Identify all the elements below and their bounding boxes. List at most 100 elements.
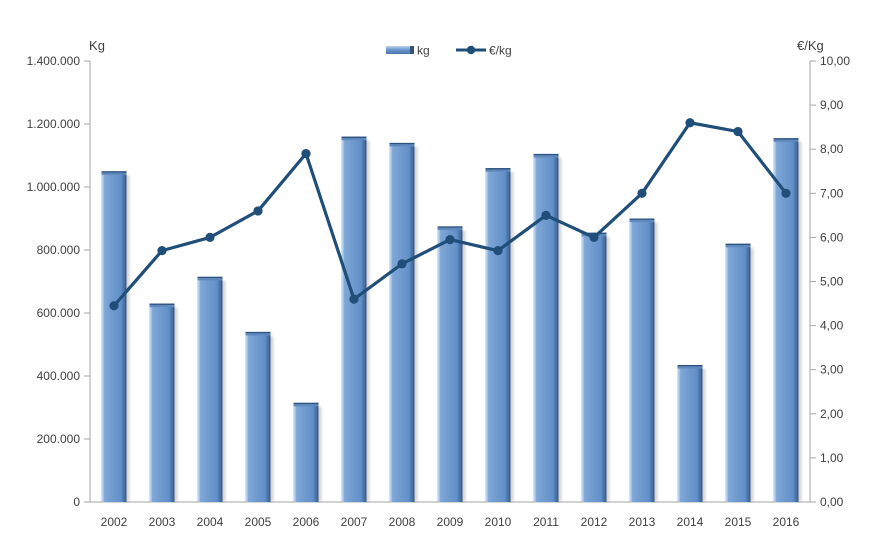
bar-cap-2014 bbox=[677, 366, 703, 369]
bar-cap-2005 bbox=[245, 333, 271, 336]
bar-shadow-2007 bbox=[364, 140, 370, 502]
x-axis-label-2003: 2003 bbox=[149, 515, 176, 529]
bar-top-edge-2014 bbox=[677, 364, 703, 367]
bar-2014 bbox=[677, 364, 703, 502]
x-axis-label-2015: 2015 bbox=[725, 515, 752, 529]
x-axis-label-2012: 2012 bbox=[581, 515, 608, 529]
line-point-2013 bbox=[637, 188, 647, 198]
right-axis-tick-label: 9,00 bbox=[820, 98, 844, 112]
bar-top-edge-2008 bbox=[389, 142, 415, 145]
left-axis-tick-label: 400.000 bbox=[37, 369, 81, 383]
left-axis-tick-label: 1.400.000 bbox=[27, 54, 81, 68]
x-axis-label-2008: 2008 bbox=[389, 515, 416, 529]
line-point-2009 bbox=[445, 235, 455, 245]
x-axis-label-2011: 2011 bbox=[533, 515, 559, 529]
bar-shadow-2006 bbox=[316, 406, 322, 502]
bar-cap-2002 bbox=[101, 172, 127, 175]
x-axis-label-2007: 2007 bbox=[341, 515, 368, 529]
bar-cap-2008 bbox=[389, 144, 415, 147]
right-axis-tick-label: 2,00 bbox=[820, 407, 844, 421]
bar-cap-2004 bbox=[197, 278, 223, 281]
legend-bar-swatch-tip bbox=[410, 46, 414, 54]
x-axis-label-2006: 2006 bbox=[293, 515, 320, 529]
right-axis-tick-label: 1,00 bbox=[820, 451, 844, 465]
bar-top-edge-2013 bbox=[629, 218, 655, 220]
line-point-2007 bbox=[349, 294, 359, 304]
bar-top-edge-2010 bbox=[485, 168, 511, 170]
bar-shadow-2012 bbox=[604, 236, 610, 503]
bar-top-edge-2007 bbox=[341, 136, 367, 138]
bar-2004 bbox=[197, 276, 223, 502]
legend: kg €/kg bbox=[386, 44, 512, 58]
line-point-2011 bbox=[541, 210, 551, 220]
bar-top-edge-2003 bbox=[149, 303, 175, 305]
x-axis-label-2014: 2014 bbox=[677, 515, 704, 529]
line-point-2005 bbox=[253, 206, 263, 216]
bar-top-edge-2004 bbox=[197, 276, 223, 279]
bar-shadow-2016 bbox=[796, 142, 802, 503]
legend-label-eur-kg: €/kg bbox=[489, 44, 512, 58]
bar-2013 bbox=[629, 218, 655, 502]
left-axis-tick-label: 0 bbox=[73, 495, 80, 509]
bar-top-edge-2009 bbox=[437, 226, 463, 228]
right-axis-tick-label: 6,00 bbox=[820, 230, 844, 244]
bar-2016 bbox=[773, 138, 799, 503]
right-axis-tick-label: 0,00 bbox=[820, 495, 844, 509]
bar-2012 bbox=[581, 232, 607, 503]
bar-2007 bbox=[341, 136, 367, 502]
bar-2010 bbox=[485, 168, 511, 502]
bar-cap-2011 bbox=[533, 155, 559, 158]
bar-cap-2015 bbox=[725, 245, 751, 248]
legend-label-kg: kg bbox=[417, 44, 430, 58]
right-axis-tick-label: 10,00 bbox=[820, 54, 850, 68]
bar-shadow-2009 bbox=[460, 230, 466, 502]
bar-2002 bbox=[101, 171, 127, 502]
right-axis-tick-label: 7,00 bbox=[820, 186, 844, 200]
line-point-2003 bbox=[157, 246, 167, 256]
x-axis-label-2010: 2010 bbox=[485, 515, 512, 529]
x-axis-label-2016: 2016 bbox=[773, 515, 800, 529]
bar-top-edge-2011 bbox=[533, 153, 559, 156]
x-axis-label-2004: 2004 bbox=[197, 515, 224, 529]
bar-cap-2009 bbox=[437, 227, 463, 230]
right-axis-title: €/Kg bbox=[797, 38, 824, 53]
bar-cap-2013 bbox=[629, 219, 655, 223]
bar-cap-2010 bbox=[485, 169, 511, 172]
bar-2005 bbox=[245, 331, 271, 502]
bar-cap-2016 bbox=[773, 139, 799, 142]
line-point-2002 bbox=[109, 301, 119, 311]
left-axis-tick-label: 200.000 bbox=[37, 432, 81, 446]
right-axis-tick-label: 8,00 bbox=[820, 142, 844, 156]
right-axis-tick-label: 4,00 bbox=[820, 319, 844, 333]
bar-top-edge-2016 bbox=[773, 138, 799, 140]
bar-2009 bbox=[437, 226, 463, 502]
bar-shadow-2013 bbox=[652, 222, 658, 502]
bar-shadow-2010 bbox=[508, 172, 514, 502]
bar-cap-2007 bbox=[341, 138, 367, 141]
bar-shadow-2002 bbox=[124, 175, 130, 502]
bar-shadow-2015 bbox=[748, 247, 754, 502]
right-axis-tick-label: 3,00 bbox=[820, 363, 844, 377]
bar-top-edge-2005 bbox=[245, 331, 271, 334]
legend-bar-swatch bbox=[386, 46, 414, 54]
left-axis-tick-label: 1.000.000 bbox=[27, 180, 81, 194]
bar-cap-2006 bbox=[293, 404, 319, 407]
x-axis-label-2013: 2013 bbox=[629, 515, 656, 529]
x-axis-label-2002: 2002 bbox=[101, 515, 128, 529]
left-axis-tick-label: 600.000 bbox=[37, 306, 81, 320]
legend-line-marker bbox=[466, 45, 476, 55]
left-axis-title: Kg bbox=[89, 38, 105, 53]
bar-top-edge-2006 bbox=[293, 402, 319, 405]
bar-shadow-2008 bbox=[412, 146, 418, 502]
bar-shadow-2003 bbox=[172, 307, 178, 502]
bar-shadow-2005 bbox=[268, 335, 274, 502]
bar-2015 bbox=[725, 243, 751, 502]
right-axis-tick-label: 5,00 bbox=[820, 275, 844, 289]
line-point-2016 bbox=[781, 188, 791, 198]
bar-cap-2003 bbox=[149, 304, 175, 308]
line-point-2015 bbox=[733, 126, 743, 137]
line-point-2014 bbox=[685, 118, 695, 128]
bar-shadow-2004 bbox=[220, 280, 226, 502]
